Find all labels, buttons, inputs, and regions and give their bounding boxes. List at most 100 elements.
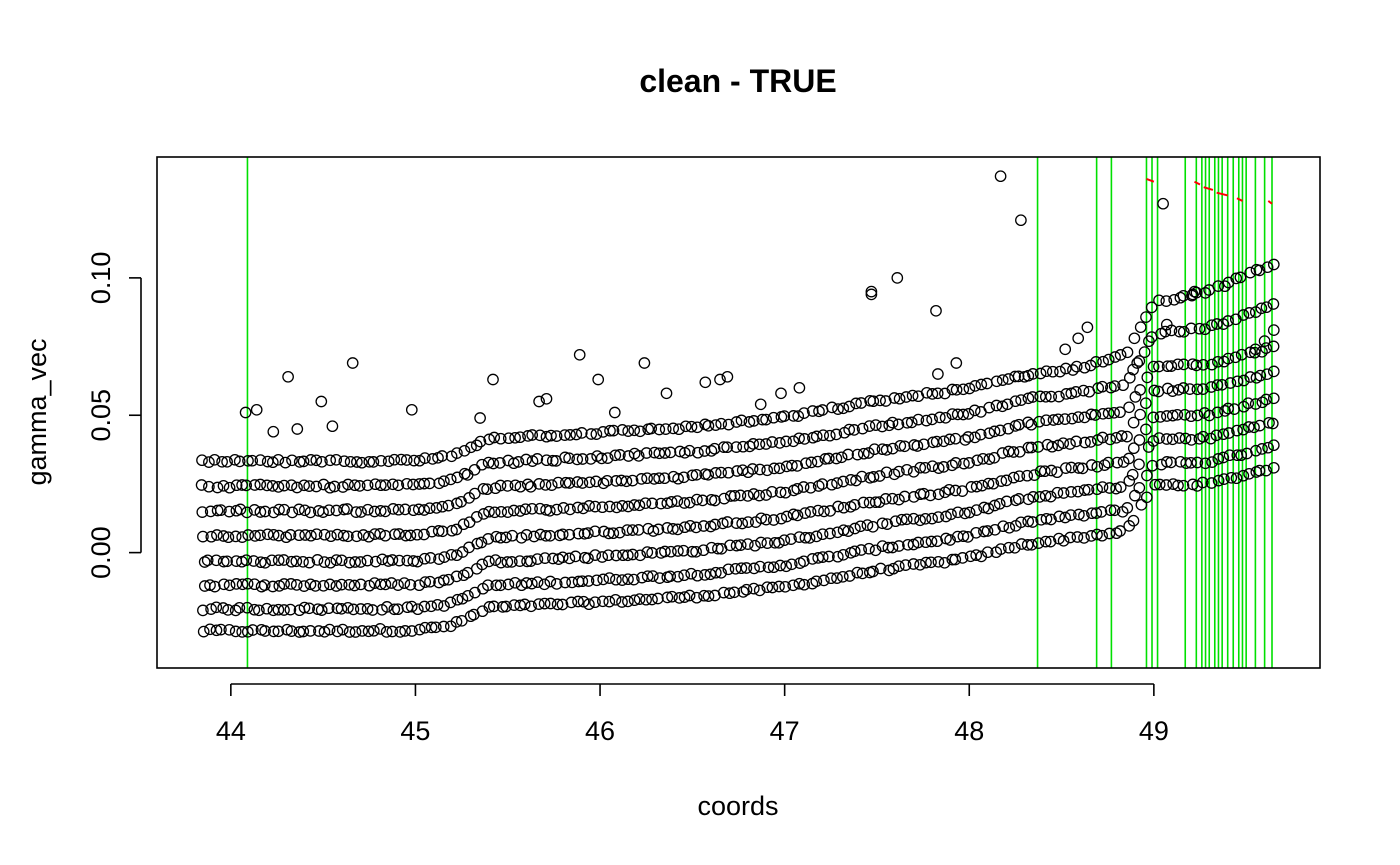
data-point-143 [1103,527,1116,540]
data-point-41 [455,614,468,627]
data-point-1317 [1002,373,1015,385]
data-point-1316 [996,374,1009,386]
data-point-1019 [1267,340,1280,353]
data-point-1298 [879,395,892,407]
data-point-502 [1223,427,1235,439]
data-point-471 [1027,491,1040,503]
data-point-1195 [229,453,241,466]
data-point-971 [962,431,975,443]
data-point-440 [831,526,844,539]
data-point-802 [971,454,984,467]
data-point-746 [616,500,629,512]
data-point-72 [652,592,664,605]
data-point-445 [861,519,874,531]
data-point-771 [774,486,787,499]
data-point-759 [696,494,709,507]
data-point-779 [825,478,838,491]
data-point-94 [793,577,806,590]
data-point-1315 [990,375,1003,388]
data-point-490 [1147,435,1160,447]
data-point-1216 [363,455,376,468]
data-point-91 [773,580,785,593]
data-point-256 [740,562,753,574]
data-point-1221 [395,453,408,466]
data-point-1109 [760,438,772,450]
data-point-68 [628,594,641,607]
data-point-171 [205,603,217,615]
data-point-1065 [482,456,495,469]
data-point-52 [525,600,537,613]
data-point-485 [1114,481,1127,493]
data-point-1363 [291,423,304,435]
data-point-598 [755,512,768,525]
data-point-362 [335,578,348,591]
data-point-761 [709,494,721,507]
data-point-916 [615,474,628,487]
data-point-1283 [787,410,800,422]
data-point-1403 [1258,335,1271,347]
data-point-922 [653,472,665,485]
data-point-1292 [843,400,856,413]
data-point-114 [920,556,932,569]
data-point-45 [483,601,496,613]
data-point-1185 [1243,307,1256,319]
data-point-564 [540,529,552,542]
data-point-1392 [1018,370,1031,383]
data-point-439 [824,527,836,540]
data-point-1043 [342,478,354,491]
data-point-1395 [1081,321,1094,334]
data-point-406 [617,549,629,562]
y-tick-label-2: 0.10 [86,252,116,305]
data-point-317 [1129,489,1141,502]
data-point-775 [797,481,810,493]
data-point-1048 [374,479,387,492]
data-point-273 [848,545,861,558]
data-point-225 [544,575,557,588]
data-point-520 [259,556,271,569]
data-point-960 [894,439,907,452]
data-point-1022 [211,481,224,494]
data-point-167 [1253,464,1266,477]
data-point-611 [837,501,850,514]
data-point-886 [423,502,436,515]
data-point-1155 [1053,390,1065,403]
data-point-1084 [601,452,614,464]
data-point-1188 [1260,301,1273,314]
data-point-56 [551,598,564,611]
data-point-115 [925,556,937,569]
data-point-77 [683,589,696,602]
data-point-1371 [533,395,545,408]
data-point-1067 [494,457,506,469]
data-point-973 [974,428,987,441]
data-point-1034 [285,479,298,492]
data-point-1005 [1177,358,1190,371]
data-point-320 [1146,459,1159,472]
data-point-241 [646,570,659,582]
data-point-677 [1256,396,1269,409]
data-point-1218 [375,454,387,467]
data-point-251 [709,566,722,579]
data-point-956 [868,443,881,456]
data-point-209 [444,596,457,609]
data-point-893 [468,487,481,500]
data-point-408 [626,548,639,561]
chart-title: clean - TRUE [639,63,836,99]
data-point-274 [855,544,868,556]
data-point-1362 [282,370,294,383]
data-point-136 [1057,534,1070,547]
data-point-300 [1022,515,1035,528]
data-point-569 [572,527,585,540]
red-segment-0 [1146,178,1155,183]
data-point-337 [1256,443,1268,455]
data-point-1187 [1255,302,1268,315]
data-point-141 [1091,528,1103,541]
data-point-1085 [609,449,622,462]
data-point-1373 [573,348,586,361]
data-point-1165 [1117,379,1129,392]
data-point-260 [767,561,780,574]
data-point-203 [405,600,418,613]
data-point-206 [425,600,438,613]
data-point-729 [507,504,520,517]
data-point-413 [659,545,671,558]
data-point-1301 [900,391,913,403]
